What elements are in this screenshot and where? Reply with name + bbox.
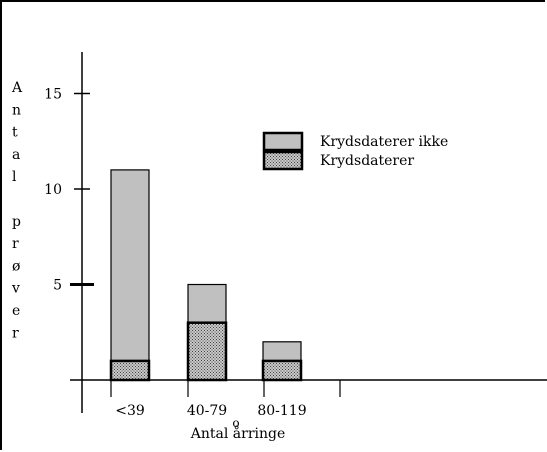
legend-swatch-0 — [262, 131, 304, 152]
bar-2-krydsdaterer-ikke — [262, 341, 302, 362]
y-label-letter-4: l — [12, 169, 17, 185]
y-label-letter-2: t — [12, 125, 18, 141]
legend-swatch-1 — [262, 150, 304, 171]
y-label-letter-3: a — [12, 147, 20, 163]
y-label-letter-9: v — [11, 281, 20, 297]
y-tick-label-15: 15 — [44, 87, 62, 103]
y-label-letter-6: p — [12, 214, 21, 230]
bar-1-krydsdaterer — [186, 321, 228, 382]
y-label-letter-7: r — [12, 236, 19, 252]
bar-2-krydsdaterer — [261, 359, 303, 382]
x-tick-label-0: <39 — [115, 403, 145, 419]
legend-label-1: Krydsdaterer — [320, 153, 414, 169]
x-tick-label-1: 40-79 — [187, 403, 227, 419]
x-tick-label-2: 80-119 — [257, 403, 306, 419]
x-axis-label-mark: o — [232, 416, 239, 430]
y-label-letter-0: A — [11, 80, 23, 96]
y-tick-label-5: 5 — [53, 278, 62, 294]
y-tick-label-10: 10 — [44, 182, 62, 198]
y-label-letter-10: e — [12, 303, 20, 319]
legend-label-0: Krydsdaterer ikke — [320, 134, 448, 150]
x-axis-label: Antal årringe — [190, 425, 286, 442]
bar-0-krydsdaterer-ikke — [110, 169, 150, 362]
y-label-letter-1: n — [12, 102, 21, 118]
y-label-letter-8: ø — [12, 258, 20, 274]
bar-0-krydsdaterer — [109, 359, 151, 382]
bar-1-krydsdaterer-ikke — [187, 283, 227, 324]
y-label-letter-11: r — [12, 325, 19, 341]
